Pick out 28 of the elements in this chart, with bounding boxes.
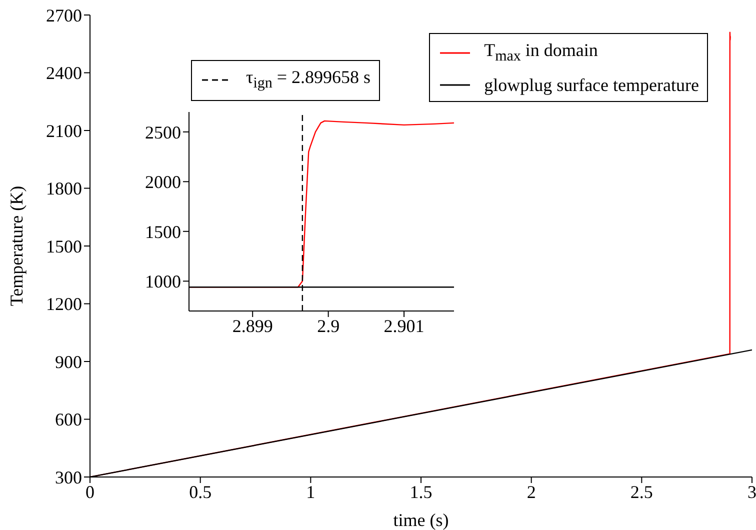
- x-tick-label: 2: [526, 482, 536, 502]
- x-tick-label: 3: [748, 482, 756, 502]
- x-tick-label: 1: [306, 482, 316, 502]
- x-tick-label: 2.5: [630, 482, 653, 502]
- y-tick-label: 1200: [46, 294, 82, 314]
- y-tick-label: 900: [55, 352, 82, 372]
- legend-label: T$_{max}$ in domain: [484, 39, 598, 67]
- x-tick-label: 0: [86, 482, 94, 502]
- x-tick-label: 2.899: [232, 316, 273, 336]
- x-tick-label: 0.5: [189, 482, 212, 502]
- y-tick-label: 2100: [46, 120, 82, 141]
- ref-line-label: τ$_{ign}$ = 2.899658 s: [246, 66, 371, 94]
- legend-label: glowplug surface temperature: [484, 74, 699, 97]
- y-tick-label: 600: [55, 410, 82, 430]
- y-tick-label: 1000: [145, 272, 181, 292]
- y-tick-label: 1800: [46, 178, 82, 199]
- y-tick-label: 2700: [46, 5, 82, 26]
- y-axis-title: Temperature (K): [6, 186, 26, 306]
- y-tick-label: 2400: [46, 63, 82, 84]
- x-axis-title: time (s): [393, 510, 449, 530]
- y-tick-label: 1500: [145, 222, 181, 242]
- y-tick-label: 300: [55, 467, 82, 488]
- x-tick-label: 1.5: [410, 482, 432, 502]
- y-tick-label: 2000: [145, 172, 181, 192]
- x-tick-label: 2.9: [317, 316, 340, 336]
- x-tick-label: 2.901: [384, 316, 424, 336]
- y-tick-label: 2500: [145, 122, 181, 142]
- y-tick-label: 1500: [46, 236, 82, 256]
